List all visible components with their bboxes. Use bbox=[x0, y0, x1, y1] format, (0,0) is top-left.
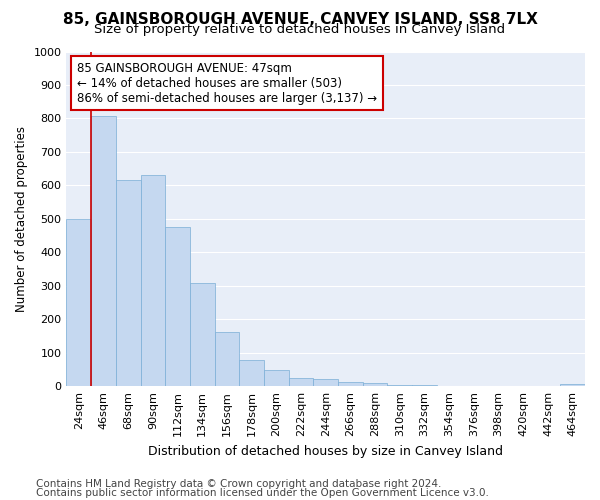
X-axis label: Distribution of detached houses by size in Canvey Island: Distribution of detached houses by size … bbox=[148, 444, 503, 458]
Bar bbox=[165, 227, 190, 386]
Bar bbox=[412, 385, 437, 386]
Bar bbox=[560, 384, 585, 386]
Bar bbox=[388, 384, 412, 386]
Bar bbox=[116, 180, 140, 386]
Text: Contains public sector information licensed under the Open Government Licence v3: Contains public sector information licen… bbox=[36, 488, 489, 498]
Text: 85 GAINSBOROUGH AVENUE: 47sqm
← 14% of detached houses are smaller (503)
86% of : 85 GAINSBOROUGH AVENUE: 47sqm ← 14% of d… bbox=[77, 62, 377, 104]
Bar bbox=[289, 378, 313, 386]
Text: 85, GAINSBOROUGH AVENUE, CANVEY ISLAND, SS8 7LX: 85, GAINSBOROUGH AVENUE, CANVEY ISLAND, … bbox=[62, 12, 538, 28]
Bar bbox=[91, 116, 116, 386]
Text: Contains HM Land Registry data © Crown copyright and database right 2024.: Contains HM Land Registry data © Crown c… bbox=[36, 479, 442, 489]
Y-axis label: Number of detached properties: Number of detached properties bbox=[15, 126, 28, 312]
Bar bbox=[190, 283, 215, 386]
Bar bbox=[67, 219, 91, 386]
Bar bbox=[313, 380, 338, 386]
Bar bbox=[239, 360, 264, 386]
Bar bbox=[363, 383, 388, 386]
Bar bbox=[338, 382, 363, 386]
Bar bbox=[264, 370, 289, 386]
Text: Size of property relative to detached houses in Canvey Island: Size of property relative to detached ho… bbox=[94, 22, 506, 36]
Bar bbox=[215, 332, 239, 386]
Bar bbox=[140, 174, 165, 386]
